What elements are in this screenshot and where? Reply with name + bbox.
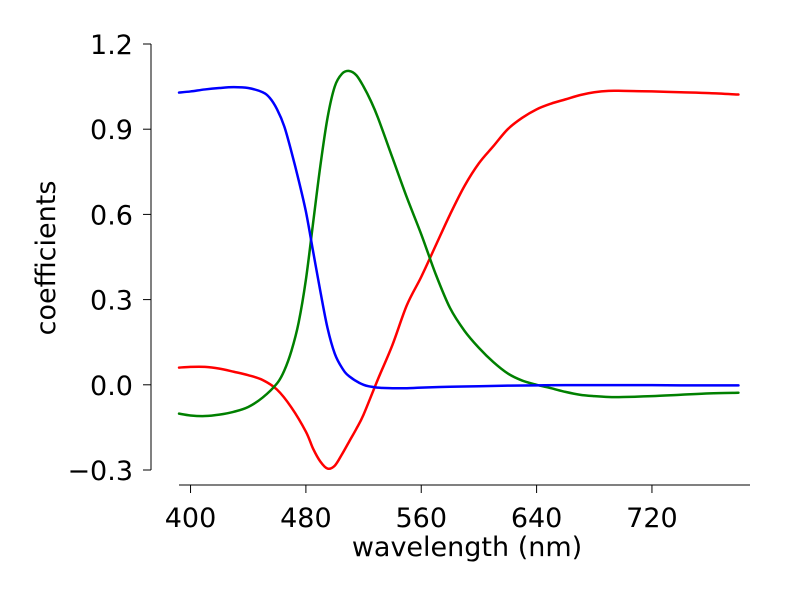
- y-axis-label: coefficients: [31, 181, 62, 336]
- y-tick-label: 0.0: [90, 371, 133, 402]
- series-line-2: [177, 69, 740, 418]
- y-ticks: −0.3 0.0 0.3 0.6 0.9 1.2: [67, 30, 151, 487]
- axes-spines: [150, 44, 750, 486]
- x-axis-label: wavelength (nm): [352, 532, 582, 563]
- x-tick-label: 400: [165, 503, 217, 534]
- series-line-3: [177, 85, 740, 390]
- y-tick-label: 0.9: [90, 115, 133, 146]
- series-layer: [177, 69, 740, 471]
- y-tick-label: 0.3: [90, 286, 133, 317]
- y-tick-label: −0.3: [67, 456, 133, 487]
- x-tick-label: 720: [626, 503, 678, 534]
- y-tick-label: 0.6: [90, 200, 133, 231]
- x-tick-label: 560: [395, 503, 447, 534]
- x-ticks: 400 480 560 640 720: [165, 485, 678, 534]
- x-tick-label: 480: [280, 503, 332, 534]
- x-tick-label: 640: [511, 503, 563, 534]
- series-line-1: [177, 89, 740, 471]
- y-tick-label: 1.2: [90, 30, 133, 61]
